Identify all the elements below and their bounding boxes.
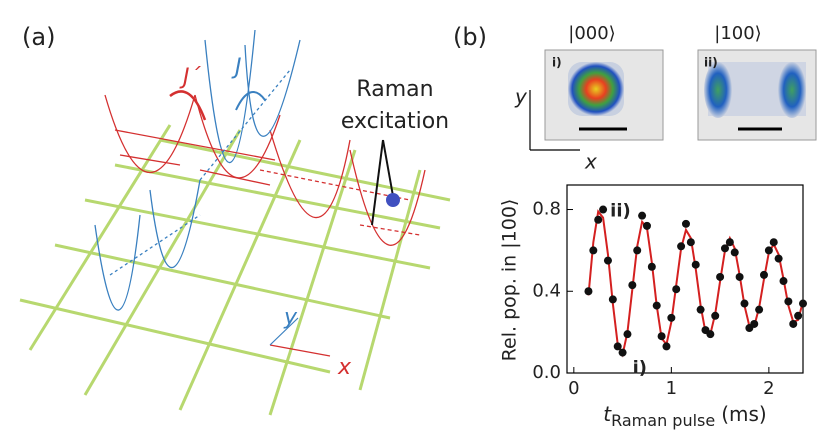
data-point [633, 246, 642, 255]
data-point [750, 319, 759, 328]
x-axis-unit: (ms) [721, 402, 767, 426]
axis-arrow [269, 317, 299, 346]
data-point [769, 238, 778, 247]
tunneling-arrow [235, 91, 266, 111]
state-label: |100⟩ [714, 23, 761, 44]
state-label: |000⟩ [568, 23, 615, 44]
data-point [740, 299, 749, 308]
tunneling-arrow [169, 90, 207, 121]
data-point [799, 299, 807, 308]
data-point [681, 219, 690, 228]
data-point [774, 254, 783, 263]
data-point [755, 305, 764, 314]
axis-label: x [584, 150, 597, 174]
arrow [371, 139, 384, 226]
x-axis-symbol: t [603, 402, 612, 426]
atom-image [704, 62, 732, 118]
data-point [686, 238, 695, 247]
data-point [784, 297, 793, 306]
data-point [716, 272, 725, 281]
axis-arrow [269, 344, 331, 357]
data-point [603, 256, 612, 265]
image-tag: ii) [704, 56, 718, 70]
atom-image [778, 62, 806, 118]
coupling-label: J´ [179, 65, 201, 90]
axis-label: y [514, 85, 528, 109]
data-point [691, 260, 700, 269]
data-point [657, 332, 666, 341]
point-annotation: ii) [610, 201, 631, 222]
data-point [638, 211, 647, 220]
x-tick-label: 2 [763, 378, 774, 399]
data-point [594, 215, 603, 224]
y-tick-label: 0.0 [532, 362, 561, 383]
panel-label: (a) [22, 23, 55, 51]
data-point [667, 313, 676, 322]
lattice-grid [19, 124, 451, 416]
x-tick-label: 0 [568, 378, 579, 399]
data-point [725, 238, 734, 247]
image-tag: i) [552, 56, 562, 70]
data-point [706, 330, 715, 339]
fit-line [587, 209, 804, 358]
data-point [672, 285, 681, 294]
coupling-label: J [231, 55, 242, 80]
data-point [779, 277, 788, 286]
data-point [652, 301, 661, 310]
y-tick-label: 0.8 [532, 199, 561, 220]
data-point [584, 287, 593, 296]
panel-label: (b) [453, 23, 487, 51]
data-point [789, 319, 798, 328]
data-point [623, 330, 632, 339]
x-tick-label: 1 [666, 378, 677, 399]
data-point [696, 305, 705, 314]
data-point [647, 262, 656, 271]
point-annotation: i) [633, 358, 647, 379]
data-point [589, 246, 598, 255]
data-point [618, 348, 627, 357]
data-point [711, 311, 720, 320]
data-point [677, 242, 686, 251]
data-point [794, 311, 803, 320]
data-point [735, 272, 744, 281]
data-point [662, 342, 671, 351]
y-tick-label: 0.4 [532, 280, 561, 301]
atom [386, 193, 400, 207]
data-point [608, 295, 617, 304]
plot-frame [566, 184, 804, 374]
data-point [759, 270, 768, 279]
arrow [382, 139, 394, 197]
annotation: Raman [356, 77, 433, 102]
x-axis-subscript: Raman pulse [611, 411, 715, 430]
data-point [730, 248, 739, 257]
annotation: excitation [341, 109, 449, 134]
data-point [599, 205, 608, 214]
atom-image [568, 62, 624, 116]
y-axis-label: Rel. pop. in |100⟩ [499, 199, 521, 362]
axis-label: x [337, 355, 352, 380]
data-point [720, 244, 729, 253]
data-point [613, 342, 622, 351]
potential-wells [94, 29, 426, 311]
axis-label: y [283, 305, 298, 330]
data-point [642, 221, 651, 230]
data-point [628, 281, 637, 290]
x-axis-label: tRaman pulse (ms) [603, 402, 766, 430]
data-point [764, 246, 773, 255]
